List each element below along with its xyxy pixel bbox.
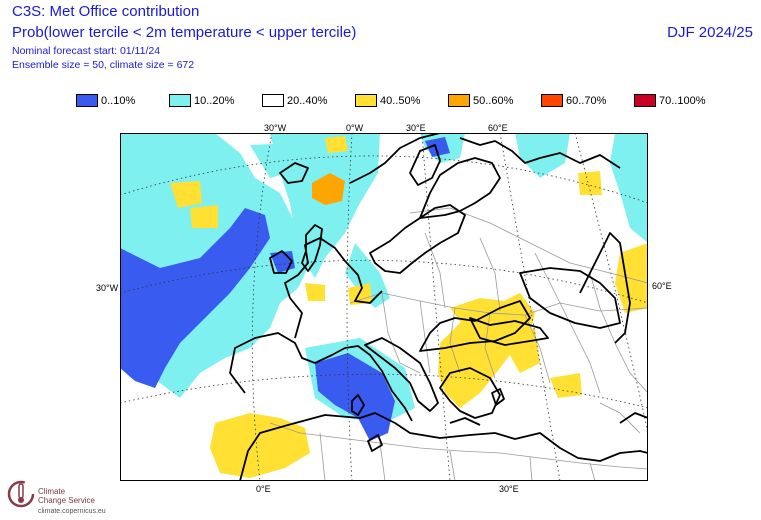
season-label: DJF 2024/25 [667, 24, 753, 41]
legend-item: 20..40% [262, 94, 355, 107]
lon-label-top: 0°W [346, 123, 364, 133]
legend-swatch [634, 94, 656, 107]
logo-text-line1: Climate [38, 487, 66, 496]
lon-label-top: 60°E [488, 123, 508, 133]
probability-legend: 0..10% 10..20% 20..40% 40..50% 50..60% 6… [76, 94, 727, 107]
legend-label: 0..10% [101, 94, 136, 107]
legend-item: 70..100% [634, 94, 727, 107]
legend-item: 40..50% [355, 94, 448, 107]
c3s-logo-icon [7, 480, 35, 508]
lat-label-left: 30°W [96, 283, 119, 293]
logo-text-line2: Change Service [38, 496, 95, 505]
logo-url[interactable]: climate.copernicus.eu [38, 508, 106, 515]
legend-item: 0..10% [76, 94, 169, 107]
coastlines [229, 133, 648, 481]
legend-item: 50..60% [448, 94, 541, 107]
lat-label-right: 60°E [652, 281, 672, 291]
legend-swatch [262, 94, 284, 107]
variable-description: Prob(lower tercile < 2m temperature < up… [12, 24, 357, 41]
legend-label: 50..60% [473, 94, 514, 107]
lon-label-bottom: 0°E [256, 484, 271, 494]
legend-label: 40..50% [380, 94, 421, 107]
ensemble-size: Ensemble size = 50, climate size = 672 [12, 59, 195, 71]
forecast-start: Nominal forecast start: 01/11/24 [12, 45, 161, 57]
lon-label-top: 30°W [264, 123, 287, 133]
legend-swatch [448, 94, 470, 107]
probability-map [120, 133, 648, 481]
prob-50-60-regions [312, 173, 345, 205]
map-frame [120, 133, 648, 481]
legend-item: 10..20% [169, 94, 262, 107]
legend-label: 20..40% [287, 94, 328, 107]
legend-swatch [541, 94, 563, 107]
map-title: C3S: Met Office contribution [12, 3, 200, 20]
lon-label-top: 30°E [406, 123, 426, 133]
legend-swatch [76, 94, 98, 107]
lon-label-bottom: 30°E [499, 484, 519, 494]
legend-label: 10..20% [194, 94, 235, 107]
legend-swatch [169, 94, 191, 107]
legend-label: 70..100% [659, 94, 706, 107]
legend-swatch [355, 94, 377, 107]
legend-item: 60..70% [541, 94, 634, 107]
legend-label: 60..70% [566, 94, 607, 107]
